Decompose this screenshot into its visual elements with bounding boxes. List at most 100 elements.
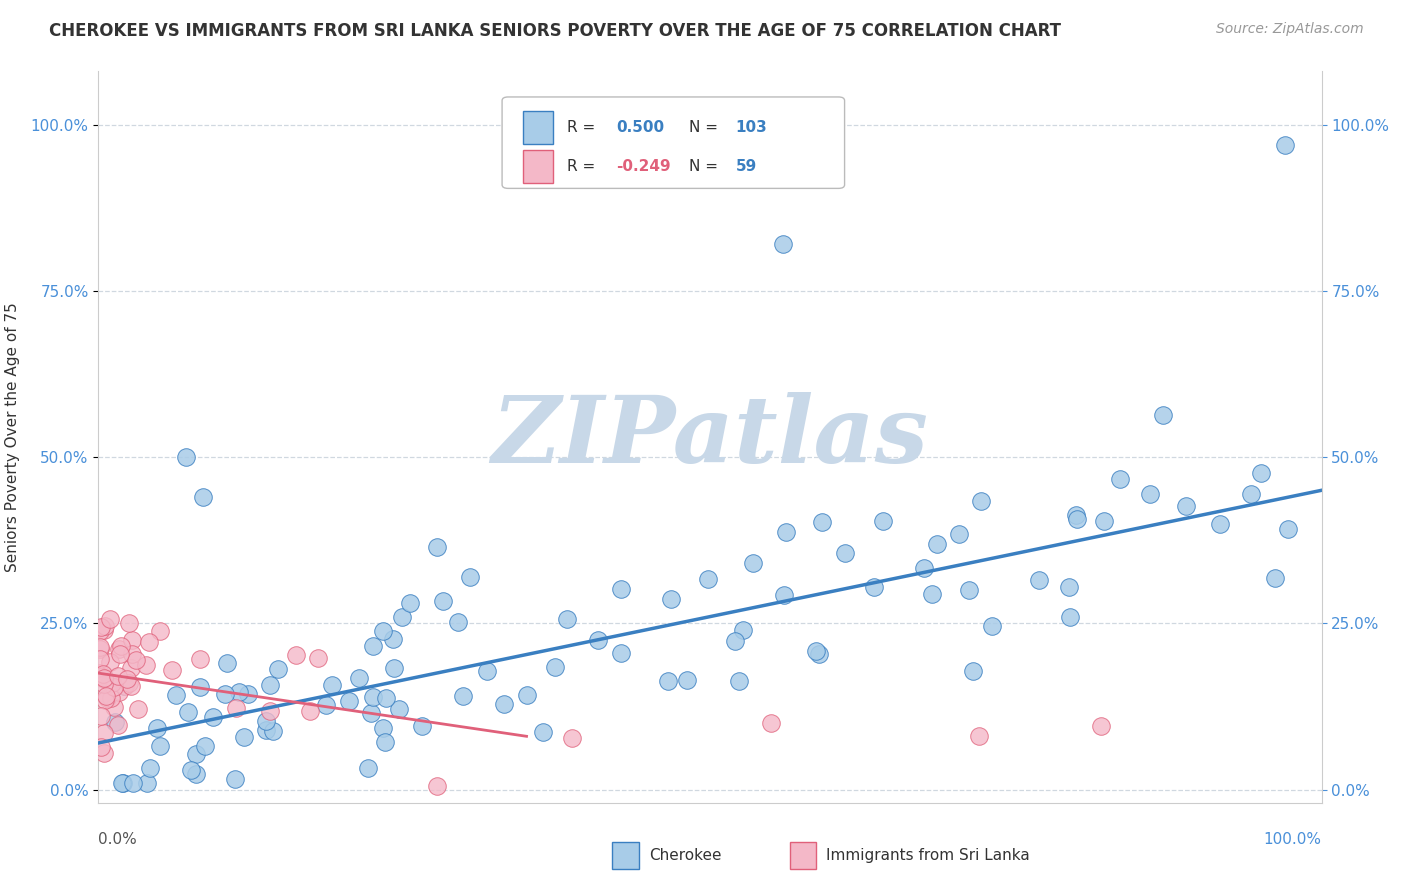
Point (233, 730, 256, 744)
Text: CHEROKEE VS IMMIGRANTS FROM SRI LANKA SENIORS POVERTY OVER THE AGE OF 75 CORRELA: CHEROKEE VS IMMIGRANTS FROM SRI LANKA SE… (49, 22, 1062, 40)
Point (91, 667, 114, 681)
Point (1064, 508, 1087, 523)
Point (94, 693, 117, 707)
Point (772, 237, 794, 252)
Point (361, 639, 384, 653)
Point (555, 612, 578, 626)
Point (174, 450, 197, 464)
Point (981, 619, 1004, 633)
Point (118, 676, 141, 690)
Point (145, 721, 167, 735)
Point (120, 661, 142, 675)
Point (810, 515, 832, 529)
Point (1250, 466, 1272, 480)
Point (357, 761, 380, 775)
Point (728, 673, 751, 688)
Point (259, 678, 281, 692)
Point (544, 660, 567, 674)
Point (215, 656, 238, 670)
Text: 0.0%: 0.0% (98, 832, 138, 847)
Point (724, 633, 747, 648)
Point (107, 718, 129, 732)
Point (188, 680, 211, 694)
Point (339, 694, 361, 708)
Point (90, 740, 112, 755)
Point (103, 680, 125, 694)
Point (188, 652, 211, 666)
Point (254, 723, 277, 737)
Point (1264, 570, 1286, 584)
Point (361, 690, 384, 705)
Point (114, 679, 136, 693)
Point (375, 691, 398, 706)
Point (90, 709, 112, 723)
Point (863, 580, 886, 594)
Point (94, 618, 117, 632)
Point (110, 639, 132, 653)
Y-axis label: Seniors Poverty Over the Age of 75: Seniors Poverty Over the Age of 75 (4, 302, 20, 572)
Point (101, 676, 124, 690)
Bar (790, 841, 817, 870)
Text: N =: N = (689, 159, 723, 174)
Point (382, 661, 405, 675)
Text: 59: 59 (735, 159, 756, 174)
Text: Source: ZipAtlas.com: Source: ZipAtlas.com (1216, 22, 1364, 37)
Point (108, 647, 131, 661)
Point (93, 677, 115, 691)
Point (411, 718, 433, 732)
Point (224, 772, 246, 787)
Text: ZIPatlas: ZIPatlas (492, 392, 928, 482)
Point (180, 763, 202, 777)
Point (149, 624, 172, 638)
Point (1092, 514, 1115, 528)
Point (112, 679, 135, 693)
Text: 100.0%: 100.0% (1264, 832, 1322, 847)
Point (254, 714, 277, 728)
Text: 0.500: 0.500 (616, 120, 664, 135)
Point (773, 588, 796, 602)
Point (165, 688, 187, 702)
Point (610, 646, 633, 660)
Point (1108, 472, 1130, 486)
Point (742, 557, 765, 571)
Point (139, 762, 162, 776)
Text: Cherokee: Cherokee (648, 848, 721, 863)
Point (398, 596, 420, 610)
Point (135, 658, 157, 673)
Point (761, 716, 783, 731)
FancyBboxPatch shape (502, 97, 845, 188)
Point (391, 610, 413, 624)
Point (451, 689, 474, 703)
Point (191, 490, 214, 504)
Point (1059, 580, 1081, 594)
Point (108, 642, 131, 657)
Point (127, 701, 149, 715)
Point (1208, 517, 1230, 532)
Point (177, 705, 200, 719)
Point (1274, 137, 1296, 152)
Point (225, 700, 247, 714)
Point (98, 675, 121, 690)
Point (115, 673, 138, 687)
Point (100, 655, 122, 669)
Point (531, 724, 554, 739)
Point (1174, 500, 1197, 514)
Point (447, 615, 470, 630)
Point (125, 652, 148, 666)
Point (228, 684, 250, 698)
Point (1139, 487, 1161, 501)
Point (267, 662, 290, 676)
Point (118, 616, 141, 631)
Point (202, 710, 225, 724)
Point (374, 735, 396, 749)
Point (259, 704, 281, 718)
Point (89, 665, 111, 680)
Point (194, 739, 217, 753)
Point (347, 671, 370, 685)
Point (103, 700, 125, 714)
Point (93, 671, 115, 685)
Point (676, 673, 699, 688)
Point (962, 665, 984, 679)
Point (1028, 573, 1050, 587)
Text: -0.249: -0.249 (616, 159, 671, 174)
